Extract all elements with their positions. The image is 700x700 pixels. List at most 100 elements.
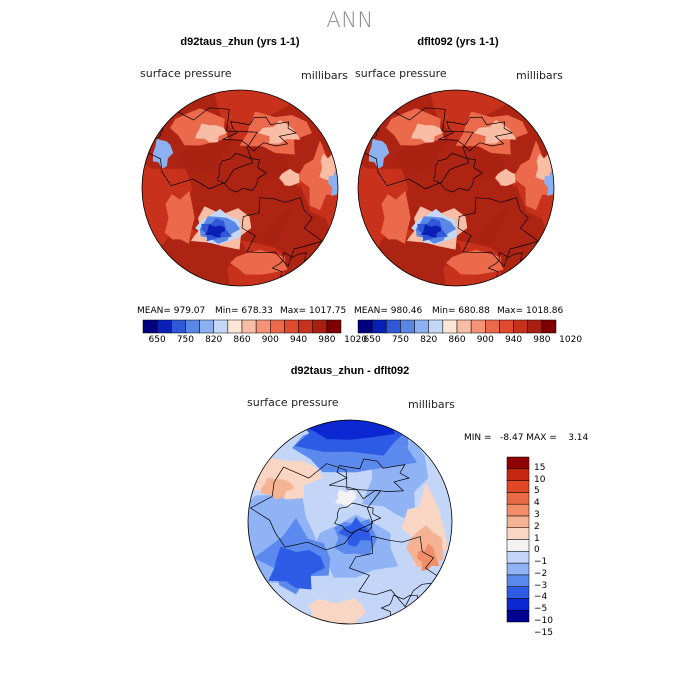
colorbar-bin <box>513 319 528 334</box>
colorbar-tick-label: 980 <box>533 335 551 345</box>
colorbar-tick-label: 0 <box>534 545 540 556</box>
colorbar-bin <box>506 598 530 611</box>
panel-1-units-label: millibars <box>301 69 348 82</box>
colorbar-bin <box>428 319 444 334</box>
panel-2-colorbar <box>357 319 557 334</box>
pressure-field <box>358 90 554 286</box>
coastline <box>358 106 474 190</box>
panel-2-mean: MEAN= 980.46 <box>354 306 423 316</box>
colorbar-bin <box>442 319 458 334</box>
colorbar-bin <box>456 319 472 334</box>
colorbar-bin <box>506 586 530 599</box>
panel-1-map <box>141 89 339 287</box>
panel-2-map <box>357 89 555 287</box>
colorbar-tick-label: 2 <box>534 521 540 532</box>
colorbar-bin <box>470 319 486 334</box>
colorbar-tick-label: 860 <box>448 335 466 345</box>
coastline <box>328 458 410 500</box>
colorbar-bin <box>171 319 186 334</box>
colorbar-tick-label: 900 <box>261 335 279 345</box>
panel-1-mean: MEAN= 979.07 <box>137 306 206 316</box>
colorbar-bin <box>386 319 401 334</box>
panel-1-max: Max= 1017.75 <box>280 306 347 316</box>
colorbar-bin <box>485 319 500 334</box>
pressure-field <box>142 90 338 286</box>
diff-colorbar <box>506 456 530 623</box>
colorbar-tick-label: −5 <box>534 604 548 615</box>
colorbar-bin <box>357 319 373 334</box>
colorbar-bin <box>506 456 530 470</box>
colorbar-tick-label: 1020 <box>559 335 583 345</box>
panel-1-colorbar <box>142 319 342 334</box>
colorbar-bin <box>527 319 543 334</box>
colorbar-bin <box>506 480 530 493</box>
colorbar-bin <box>227 319 243 334</box>
diff-panel-title: d92taus_zhun - dflt092 <box>290 365 410 377</box>
colorbar-bin <box>241 319 257 334</box>
panel-1-field-label: surface pressure <box>140 67 232 80</box>
colorbar-bin <box>506 492 530 505</box>
colorbar-tick-label: 10 <box>534 474 546 485</box>
colorbar-bin <box>255 319 271 334</box>
map-boundary <box>141 89 339 287</box>
colorbar-bin <box>506 609 530 623</box>
colorbar-tick-label: 940 <box>289 335 308 345</box>
colorbar-tick-label: −3 <box>534 580 548 591</box>
colorbar-bin <box>284 319 299 334</box>
colorbar-tick-label: 4 <box>534 498 540 509</box>
coastline <box>222 116 297 152</box>
main-title: ANN <box>326 8 374 32</box>
colorbar-bin <box>371 319 387 334</box>
panel-2-units-label: millibars <box>516 69 563 82</box>
diff-minmax: MIN = -8.47 MAX = 3.14 <box>464 433 589 443</box>
difference-field <box>248 420 452 624</box>
colorbar-tick-label: 820 <box>420 335 438 345</box>
coastline <box>142 106 258 190</box>
panel-1-min: Min= 678.33 <box>215 306 273 316</box>
colorbar-bin <box>506 527 530 540</box>
diff-colorbar-ticks: 15 10 5 4 3 2 1 0 −1 −2 −3 −4 −5 −10 −15 <box>534 457 574 638</box>
colorbar-tick-label: 1 <box>534 533 540 544</box>
colorbar-tick-label: 650 <box>363 335 381 345</box>
diff-units-label: millibars <box>408 398 455 411</box>
coastline <box>216 153 268 193</box>
panel-2-title: dflt092 (yrs 1-1) <box>417 36 499 48</box>
coastline <box>432 153 484 193</box>
colorbar-bin <box>506 539 530 552</box>
colorbar-tick-label: 860 <box>233 335 251 345</box>
colorbar-tick-label: 750 <box>176 335 195 345</box>
colorbar-tick-label: −2 <box>534 568 548 579</box>
colorbar-tick-label: 5 <box>534 486 540 497</box>
colorbar-bin <box>213 319 229 334</box>
panel-1-colorbar-ticks: 650 750 820 860 900 940 980 1020 <box>143 335 368 347</box>
panel-1-title: d92taus_zhun (yrs 1-1) <box>180 36 300 48</box>
colorbar-tick-label: −4 <box>534 592 548 603</box>
panel-2-field-label: surface pressure <box>355 67 447 80</box>
colorbar-bin <box>156 319 172 334</box>
coastline <box>334 502 382 534</box>
colorbar-bin <box>185 319 200 334</box>
colorbar-bin <box>541 319 557 334</box>
colorbar-tick-label: 3 <box>534 509 540 520</box>
colorbar-bin <box>400 319 415 334</box>
colorbar-tick-label: 650 <box>148 335 166 345</box>
colorbar-tick-label: −15 <box>534 627 553 638</box>
colorbar-bin <box>506 503 530 517</box>
colorbar-tick-label: 15 <box>534 462 546 473</box>
colorbar-tick-label: 940 <box>504 335 523 345</box>
coastline <box>438 116 513 152</box>
coastline <box>348 535 447 608</box>
diff-map <box>247 419 453 625</box>
colorbar-tick-label: 820 <box>205 335 223 345</box>
colorbar-bin <box>506 562 530 576</box>
colorbar-bin <box>414 319 429 334</box>
colorbar-tick-label: −10 <box>534 616 553 626</box>
colorbar-bin <box>199 319 214 334</box>
diff-field-label: surface pressure <box>247 396 339 409</box>
colorbar-bin <box>506 515 530 528</box>
colorbar-tick-label: 900 <box>476 335 494 345</box>
colorbar-bin <box>312 319 328 334</box>
colorbar-bin <box>298 319 313 334</box>
colorbar-tick-label: 980 <box>318 335 336 345</box>
panel-2-min: Min= 680.88 <box>432 306 490 316</box>
